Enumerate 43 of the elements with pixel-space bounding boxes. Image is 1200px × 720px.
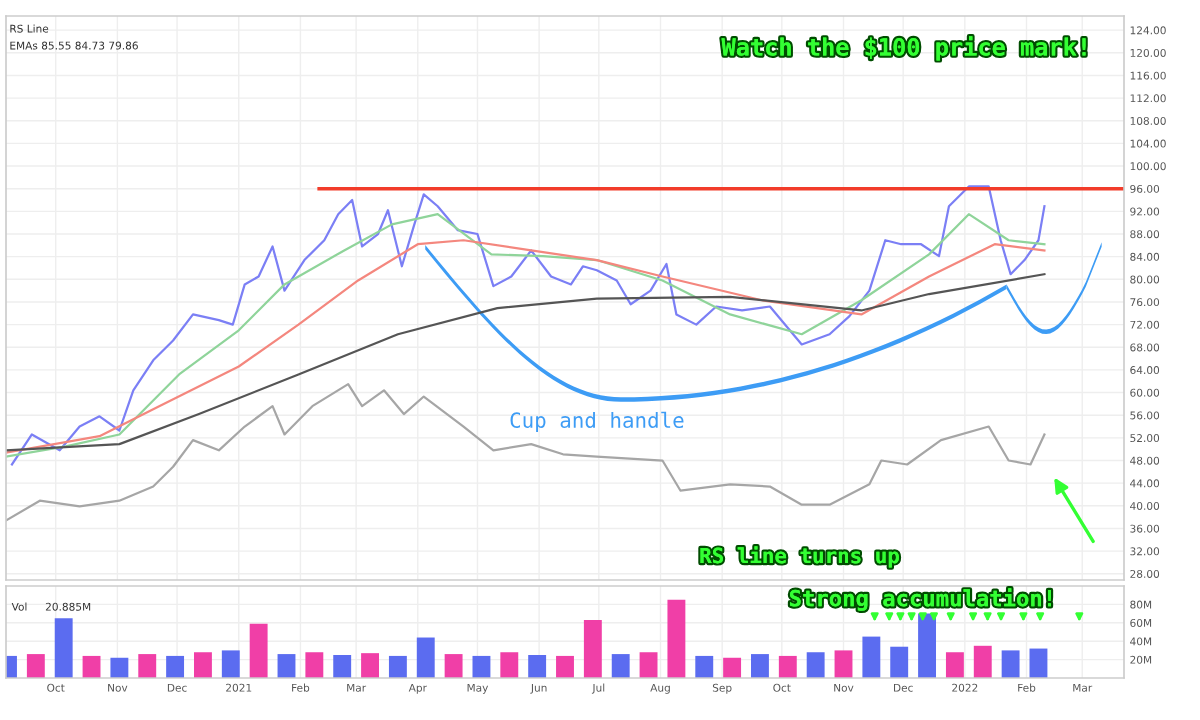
- bar: [277, 654, 296, 678]
- bar: [110, 657, 129, 678]
- bar: [918, 613, 937, 678]
- bar: [556, 655, 574, 678]
- bar: [862, 636, 881, 678]
- annotation: RS line turns up: [700, 546, 899, 568]
- bar: [778, 655, 797, 678]
- bar: [806, 652, 825, 678]
- bar: [583, 620, 602, 678]
- bar: [193, 652, 212, 678]
- line-series: [6, 382, 1046, 522]
- bar: [890, 646, 909, 678]
- bar: [639, 652, 658, 678]
- bar: [945, 652, 964, 678]
- bar: [82, 655, 101, 678]
- annotation: Cup and handle: [510, 411, 684, 433]
- bar: [695, 655, 714, 678]
- bar: [444, 654, 463, 678]
- bar: [528, 655, 547, 678]
- bar: [834, 650, 853, 678]
- bar: [221, 650, 240, 678]
- bar: [973, 645, 992, 678]
- bar: [1001, 650, 1020, 678]
- bar: [667, 599, 686, 678]
- annotation: Strong accumulation!: [790, 588, 1051, 611]
- bar: [249, 623, 268, 678]
- bar: [166, 655, 185, 678]
- bar: [333, 655, 352, 678]
- bar: [26, 654, 45, 678]
- bar: [388, 655, 407, 678]
- bar: [138, 654, 157, 678]
- bar: [751, 654, 769, 678]
- bar: [416, 637, 435, 678]
- bar: [361, 653, 379, 678]
- bar: [54, 618, 73, 678]
- annotation: Watch the $100 price mark!: [721, 36, 1086, 61]
- bar: [1029, 648, 1048, 678]
- bar: [611, 654, 630, 678]
- line-series: [6, 273, 1046, 452]
- bar: [305, 652, 324, 678]
- bar: [472, 655, 491, 678]
- bar: [723, 657, 742, 678]
- bar: [500, 652, 519, 678]
